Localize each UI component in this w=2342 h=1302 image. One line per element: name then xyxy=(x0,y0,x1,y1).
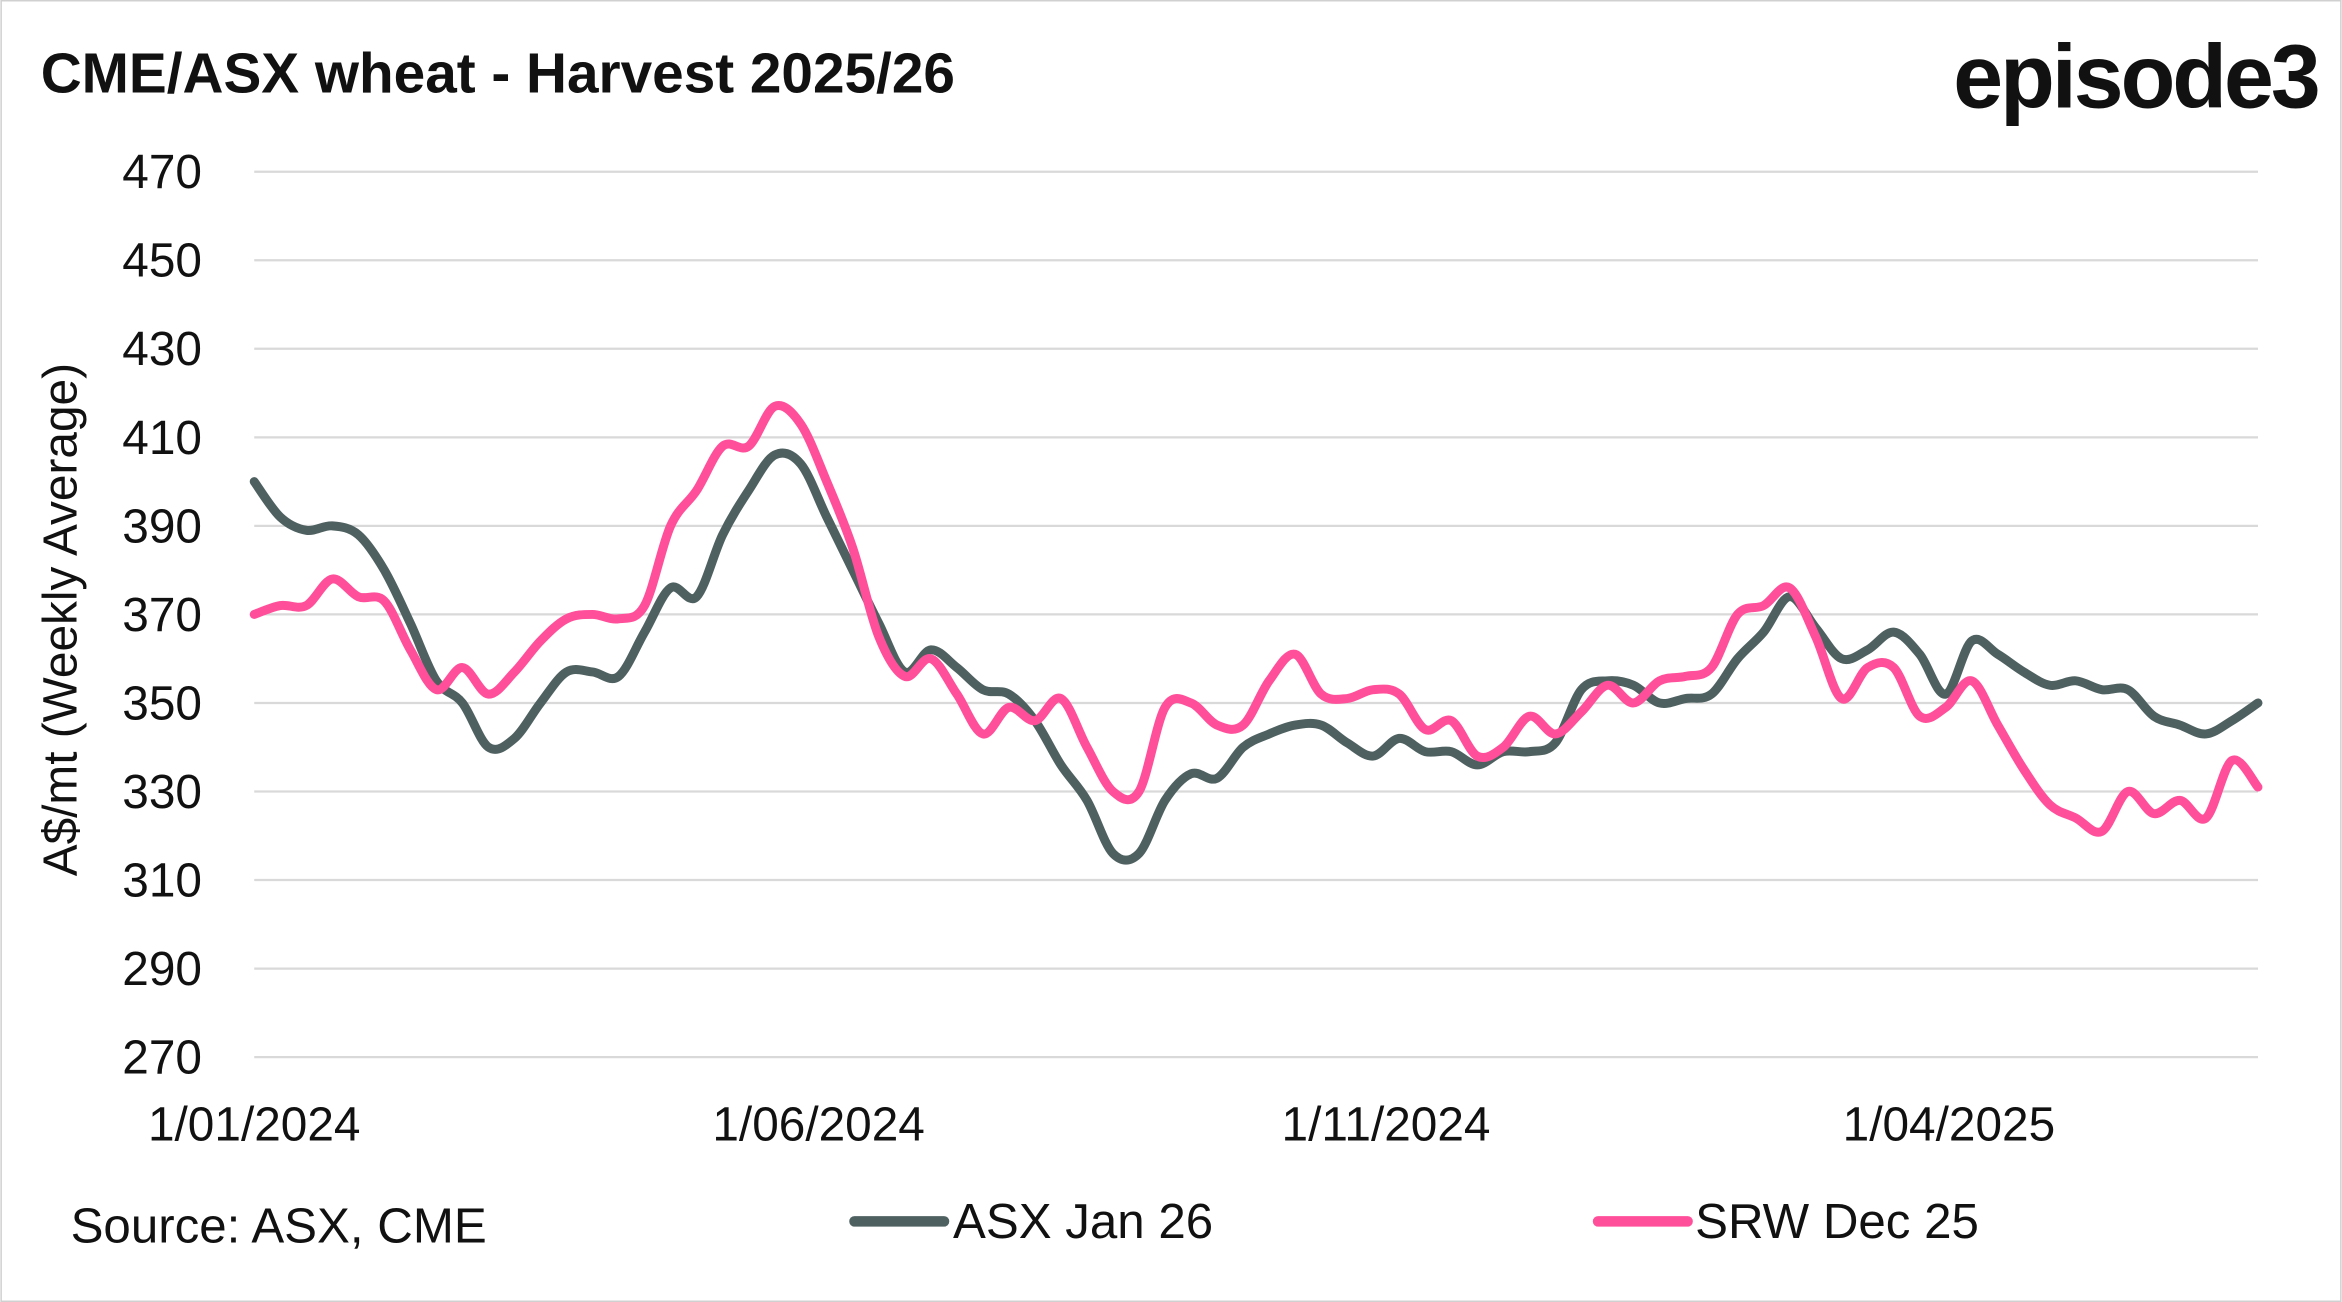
y-tick-label: 350 xyxy=(122,677,202,730)
series-srw xyxy=(249,401,2263,837)
y-tick-label: 290 xyxy=(122,943,202,996)
series-lines xyxy=(249,401,2263,865)
series-asx xyxy=(249,448,2263,865)
legend: ASX Jan 26 SRW Dec 25 xyxy=(849,1194,1979,1249)
gridlines xyxy=(254,170,2258,1059)
y-tick-label: 270 xyxy=(122,1032,202,1085)
y-tick-label: 390 xyxy=(122,500,202,553)
x-tick-label: 1/06/2024 xyxy=(712,1099,925,1152)
x-tick-label: 1/01/2024 xyxy=(148,1099,361,1152)
series-line xyxy=(249,448,2263,865)
y-tick-label: 430 xyxy=(122,323,202,376)
x-tick-label: 1/11/2024 xyxy=(1282,1099,1491,1152)
source-note: Source: ASX, CME xyxy=(71,1198,487,1253)
series-line xyxy=(249,401,2263,837)
legend-label-asx: ASX Jan 26 xyxy=(953,1194,1213,1249)
y-tick-label: 410 xyxy=(122,412,202,465)
y-axis-ticks: 470 450 430 410 390 370 350 330 310 290 270 xyxy=(122,146,202,1084)
brand-logo: episode3 xyxy=(1953,27,2318,127)
y-tick-label: 470 xyxy=(122,146,202,199)
y-axis-title: A$/mt (Weekly Average) xyxy=(35,363,88,876)
y-tick-label: 370 xyxy=(122,589,202,642)
x-axis-ticks: 1/01/2024 1/06/2024 1/11/2024 1/04/2025 xyxy=(148,1099,2055,1152)
legend-label-srw: SRW Dec 25 xyxy=(1695,1194,1979,1249)
y-tick-label: 450 xyxy=(122,235,202,288)
x-tick-label: 1/04/2025 xyxy=(1843,1099,2056,1152)
y-tick-label: 330 xyxy=(122,766,202,819)
chart-title: CME/ASX wheat - Harvest 2025/26 xyxy=(41,43,955,106)
y-tick-label: 310 xyxy=(122,854,202,907)
